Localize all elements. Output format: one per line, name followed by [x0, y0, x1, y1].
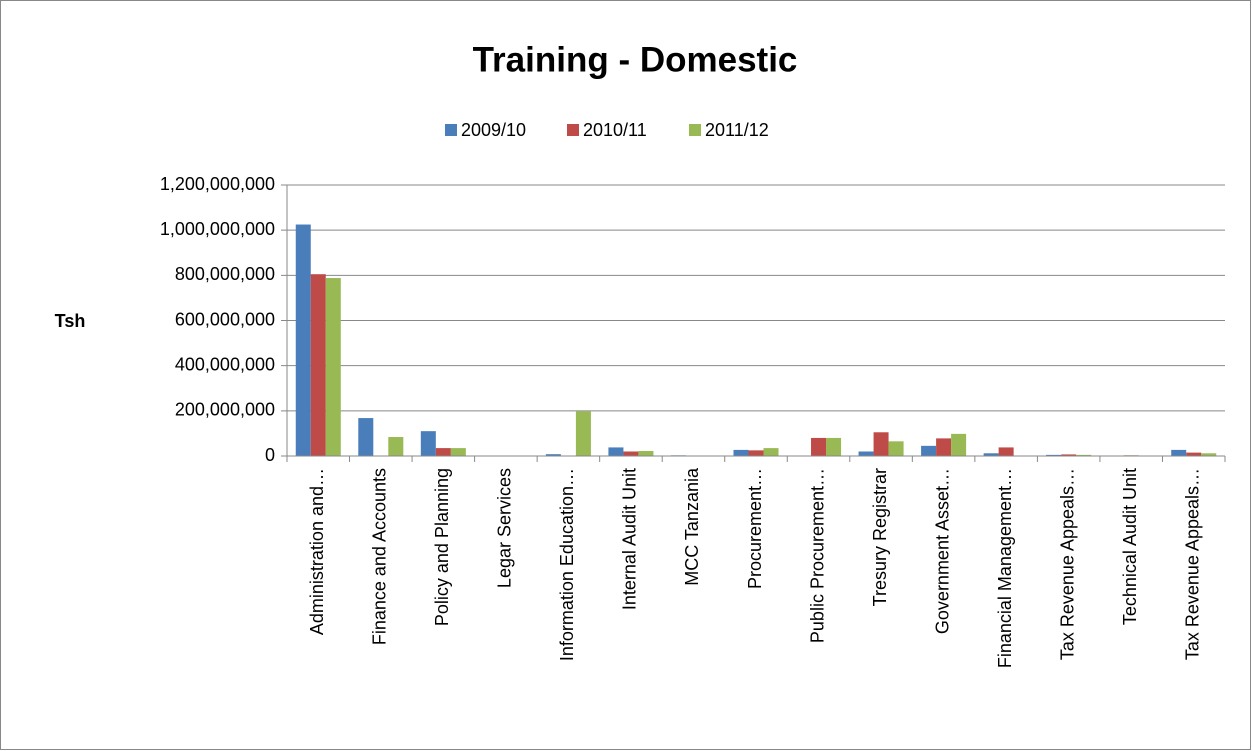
- bar: [388, 437, 404, 456]
- bar: [420, 431, 436, 456]
- bar: [1186, 452, 1202, 456]
- legend-swatch: [689, 124, 701, 136]
- legend-label: 2011/12: [705, 120, 769, 140]
- x-tick-label: Tax Revenue Appeals…: [1057, 468, 1077, 660]
- y-tick-label: 400,000,000: [175, 354, 275, 374]
- bar: [575, 411, 591, 456]
- x-tick-label: Tax Revenue Appeals…: [1182, 468, 1202, 660]
- x-tick-label: Policy and Planning: [432, 468, 452, 626]
- bar: [733, 449, 749, 456]
- x-tick-label: Tresury Registrar: [870, 468, 890, 606]
- x-tick-label: Technical Audit Unit: [1120, 468, 1140, 625]
- x-tick-label: Information Education…: [557, 468, 577, 661]
- bar: [1201, 453, 1217, 456]
- y-tick-label: 1,000,000,000: [160, 219, 275, 239]
- bar: [608, 447, 624, 456]
- x-tick-label: Finance and Accounts: [370, 468, 390, 645]
- bar: [983, 453, 999, 456]
- bar: [545, 454, 561, 456]
- bar: [1171, 449, 1187, 456]
- legend-swatch: [445, 124, 457, 136]
- bar: [951, 433, 967, 456]
- bar: [888, 441, 904, 456]
- bar: [763, 448, 779, 456]
- x-tick-label: Public Procurement…: [807, 468, 827, 643]
- bar: [1076, 454, 1092, 456]
- bar: [435, 448, 451, 456]
- bar: [748, 450, 764, 456]
- x-tick-label: Legar Services: [495, 468, 515, 588]
- bar: [858, 451, 874, 456]
- bar: [826, 437, 842, 456]
- x-tick-label: Administration and…: [307, 468, 327, 635]
- x-tick-label: Government Asset…: [932, 468, 952, 634]
- legend-label: 2010/11: [583, 120, 647, 140]
- bar: [1061, 454, 1077, 456]
- legend-label: 2009/10: [461, 120, 526, 140]
- bar: [623, 451, 639, 456]
- chart-title: Training - Domestic: [473, 40, 798, 79]
- x-tick-label: MCC Tanzania: [682, 467, 702, 586]
- bar: [936, 438, 952, 456]
- x-tick-label: Financial Management…: [995, 468, 1015, 668]
- bar: [998, 447, 1014, 456]
- bar: [325, 278, 341, 456]
- bar: [638, 451, 654, 456]
- y-tick-label: 600,000,000: [175, 309, 275, 329]
- y-tick-label: 1,200,000,000: [160, 174, 275, 194]
- bar: [811, 437, 827, 456]
- bar: [358, 418, 374, 456]
- legend-swatch: [567, 124, 579, 136]
- bar: [921, 445, 937, 456]
- y-axis-label: Tsh: [55, 311, 86, 331]
- y-tick-label: 200,000,000: [175, 400, 275, 420]
- bar: [295, 224, 311, 456]
- x-tick-label: Procurement…: [745, 468, 765, 589]
- y-tick-label: 0: [265, 445, 275, 465]
- y-tick-label: 800,000,000: [175, 264, 275, 284]
- x-tick-label: Internal Audit Unit: [620, 468, 640, 610]
- bar: [450, 448, 466, 456]
- bar: [1046, 454, 1062, 456]
- bar: [310, 274, 326, 456]
- bar: [873, 432, 889, 456]
